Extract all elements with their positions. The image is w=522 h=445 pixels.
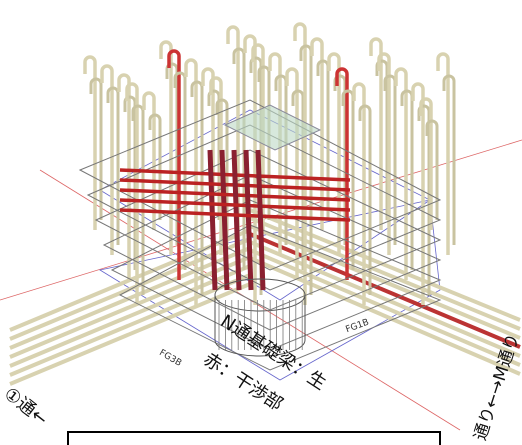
- rebar-3d-view: FG3B FG1B N通基礎梁：生 赤：干渉部 ①通← 通り←→M通り: [0, 0, 522, 445]
- caption-box: [68, 432, 440, 445]
